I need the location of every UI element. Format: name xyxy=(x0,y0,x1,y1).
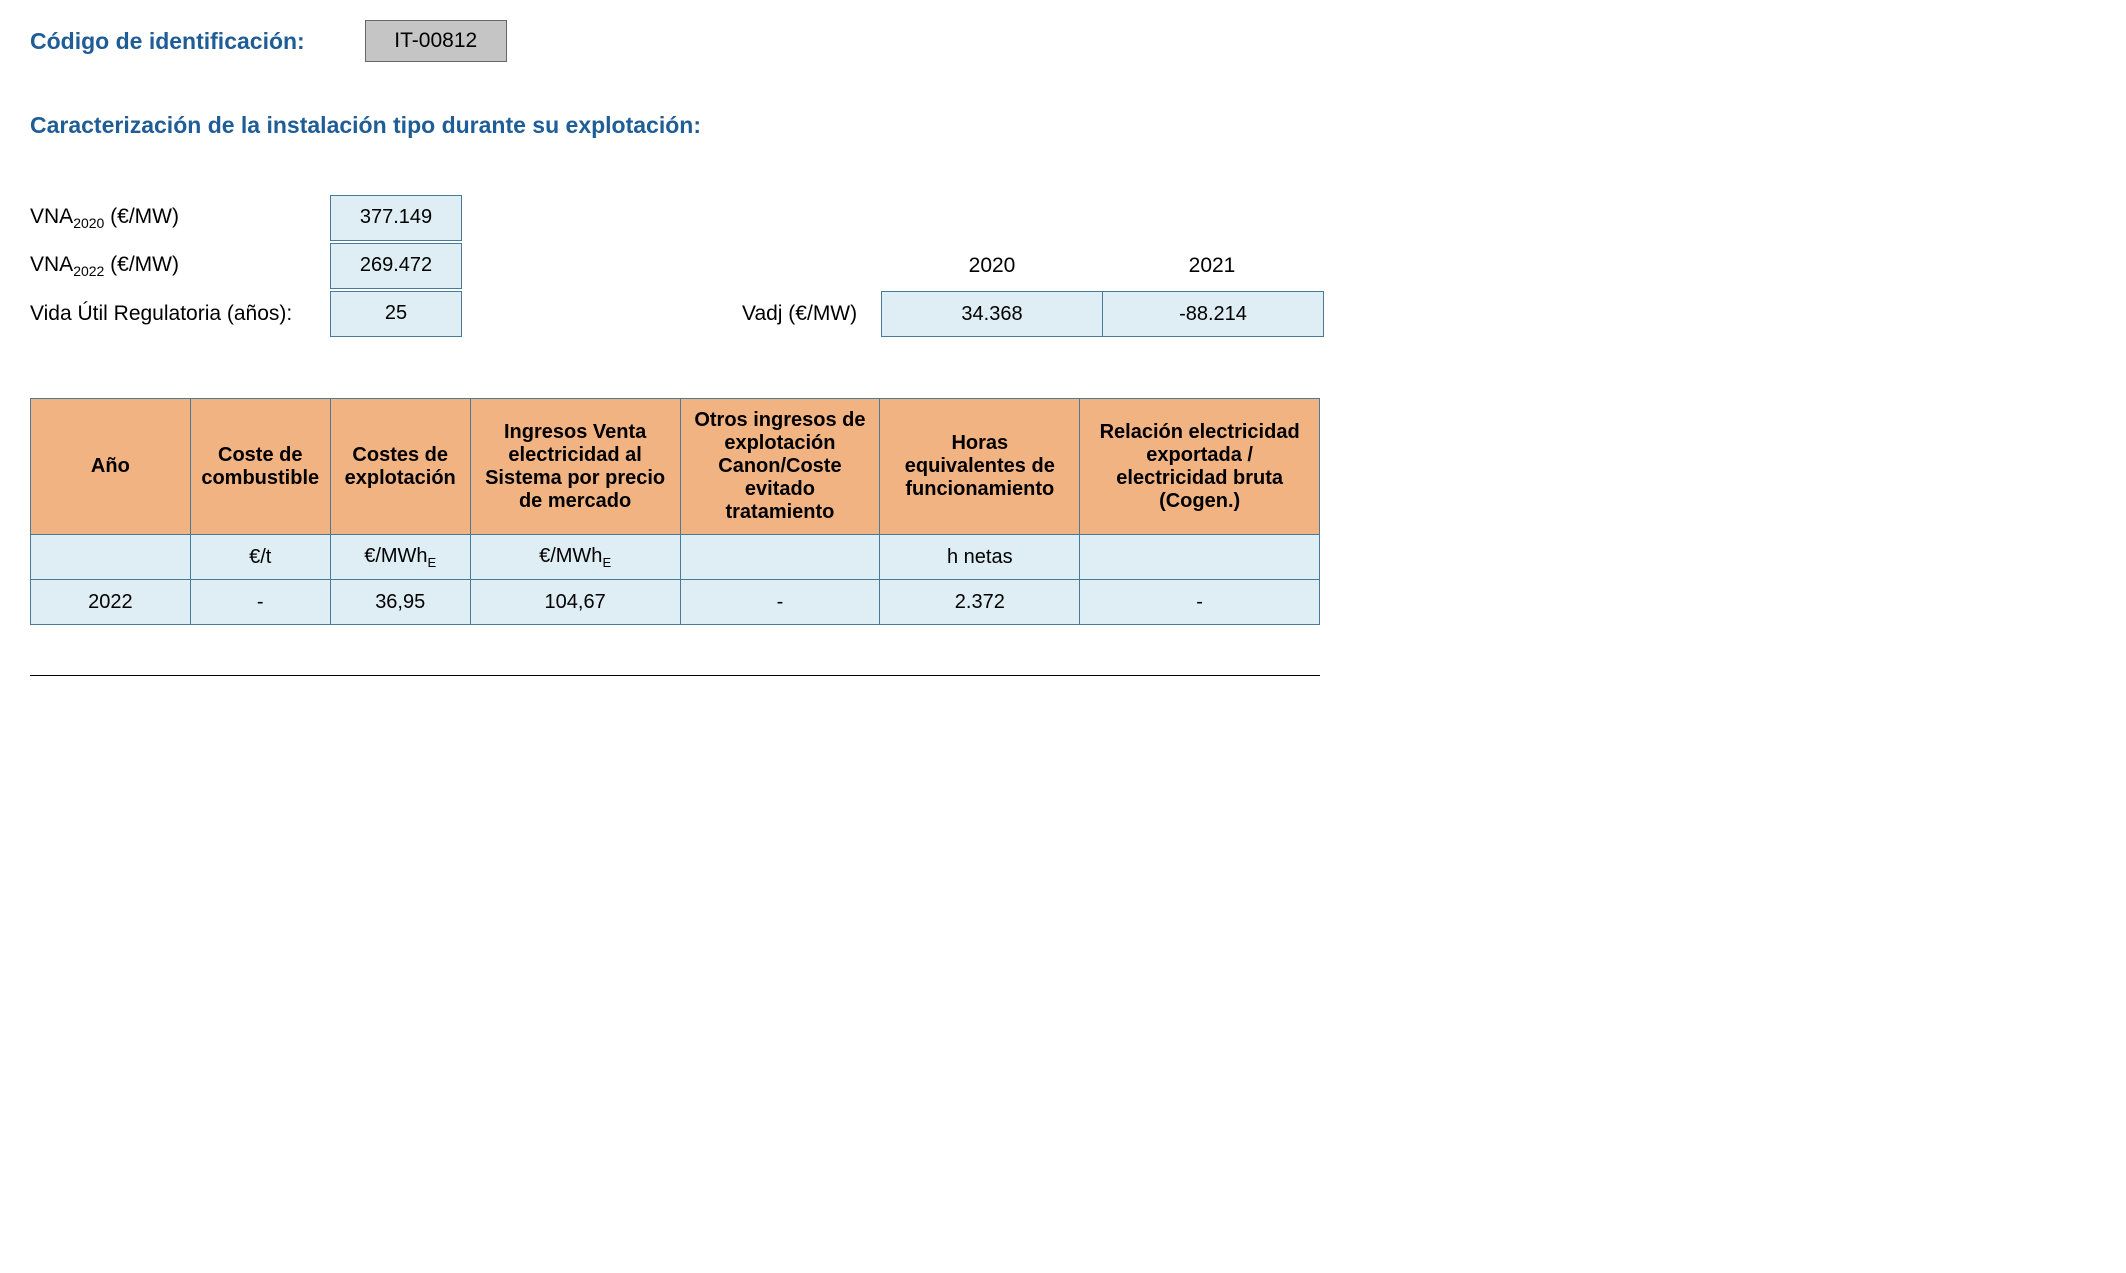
vida-row: Vida Útil Regulatoria (años): 25 xyxy=(30,290,462,338)
vna2020-prefix: VNA xyxy=(30,205,73,228)
vna2022-suffix: (€/MW) xyxy=(104,253,179,276)
vna2022-label: VNA2022 (€/MW) xyxy=(30,253,330,279)
vna2020-sub: 2020 xyxy=(73,215,104,231)
vadj-year1-header: 2020 xyxy=(882,254,1102,278)
vna2020-value: 377.149 xyxy=(330,195,462,241)
table-header-row: Año Coste de combustible Costes de explo… xyxy=(31,399,1320,535)
vida-value: 25 xyxy=(330,291,462,337)
vadj-year2-header: 2021 xyxy=(1102,254,1322,278)
code-label: Código de identificación: xyxy=(30,28,305,55)
vna2020-row: VNA2020 (€/MW) 377.149 xyxy=(30,194,462,242)
vna2022-row: VNA2022 (€/MW) 269.472 xyxy=(30,242,462,290)
vna2022-sub: 2022 xyxy=(73,263,104,279)
parameters-left: VNA2020 (€/MW) 377.149 VNA2022 (€/MW) 26… xyxy=(30,194,462,338)
vna2022-prefix: VNA xyxy=(30,253,73,276)
main-table: Año Coste de combustible Costes de explo… xyxy=(30,398,1320,625)
cell-coste-combustible: - xyxy=(190,580,330,625)
divider-line xyxy=(30,675,1320,676)
vna2020-label: VNA2020 (€/MW) xyxy=(30,205,330,231)
cell-otros-ingresos: - xyxy=(680,580,880,625)
cell-ano: 2022 xyxy=(31,580,191,625)
unit-c4-prefix: €/MWh xyxy=(539,545,602,567)
cell-costes-explotacion: 36,95 xyxy=(330,580,470,625)
unit-c6: h netas xyxy=(880,535,1080,580)
vna2020-suffix: (€/MW) xyxy=(104,205,179,228)
unit-c5 xyxy=(680,535,880,580)
th-horas: Horas equivalentes de funcionamiento xyxy=(880,399,1080,535)
unit-c4: €/MWhE xyxy=(470,535,680,580)
section-title: Caracterización de la instalación tipo d… xyxy=(30,112,2096,139)
unit-c2: €/t xyxy=(190,535,330,580)
vna2022-value: 269.472 xyxy=(330,243,462,289)
th-otros-ingresos: Otros ingresos de explotación Canon/Cost… xyxy=(680,399,880,535)
unit-c3-prefix: €/MWh xyxy=(364,545,427,567)
th-relacion: Relación electricidad exportada / electr… xyxy=(1080,399,1320,535)
code-value-box: IT-00812 xyxy=(365,20,507,62)
table-row: 2022 - 36,95 104,67 - 2.372 - xyxy=(31,580,1320,625)
vadj-year1-value: 34.368 xyxy=(881,291,1103,337)
table-units-row: €/t €/MWhE €/MWhE h netas xyxy=(31,535,1320,580)
unit-c4-sub: E xyxy=(602,555,611,570)
cell-ingresos-venta: 104,67 xyxy=(470,580,680,625)
unit-c3: €/MWhE xyxy=(330,535,470,580)
th-coste-combustible: Coste de combustible xyxy=(190,399,330,535)
cell-relacion: - xyxy=(1080,580,1320,625)
parameters-area: VNA2020 (€/MW) 377.149 VNA2022 (€/MW) 26… xyxy=(30,194,2096,338)
cell-horas: 2.372 xyxy=(880,580,1080,625)
th-costes-explotacion: Costes de explotación xyxy=(330,399,470,535)
th-ingresos-venta: Ingresos Venta electricidad al Sistema p… xyxy=(470,399,680,535)
vadj-year2-value: -88.214 xyxy=(1102,291,1324,337)
unit-c7 xyxy=(1080,535,1320,580)
unit-c3-sub: E xyxy=(428,555,437,570)
vadj-block: 2020 2021 Vadj (€/MW) 34.368 -88.214 xyxy=(742,242,1324,338)
vadj-year-headers: 2020 2021 xyxy=(742,242,1324,290)
header-row: Código de identificación: IT-00812 xyxy=(30,20,2096,62)
vadj-label: Vadj (€/MW) xyxy=(742,302,882,326)
vadj-row: Vadj (€/MW) 34.368 -88.214 xyxy=(742,290,1324,338)
unit-c1 xyxy=(31,535,191,580)
th-ano: Año xyxy=(31,399,191,535)
vida-label: Vida Útil Regulatoria (años): xyxy=(30,302,330,326)
